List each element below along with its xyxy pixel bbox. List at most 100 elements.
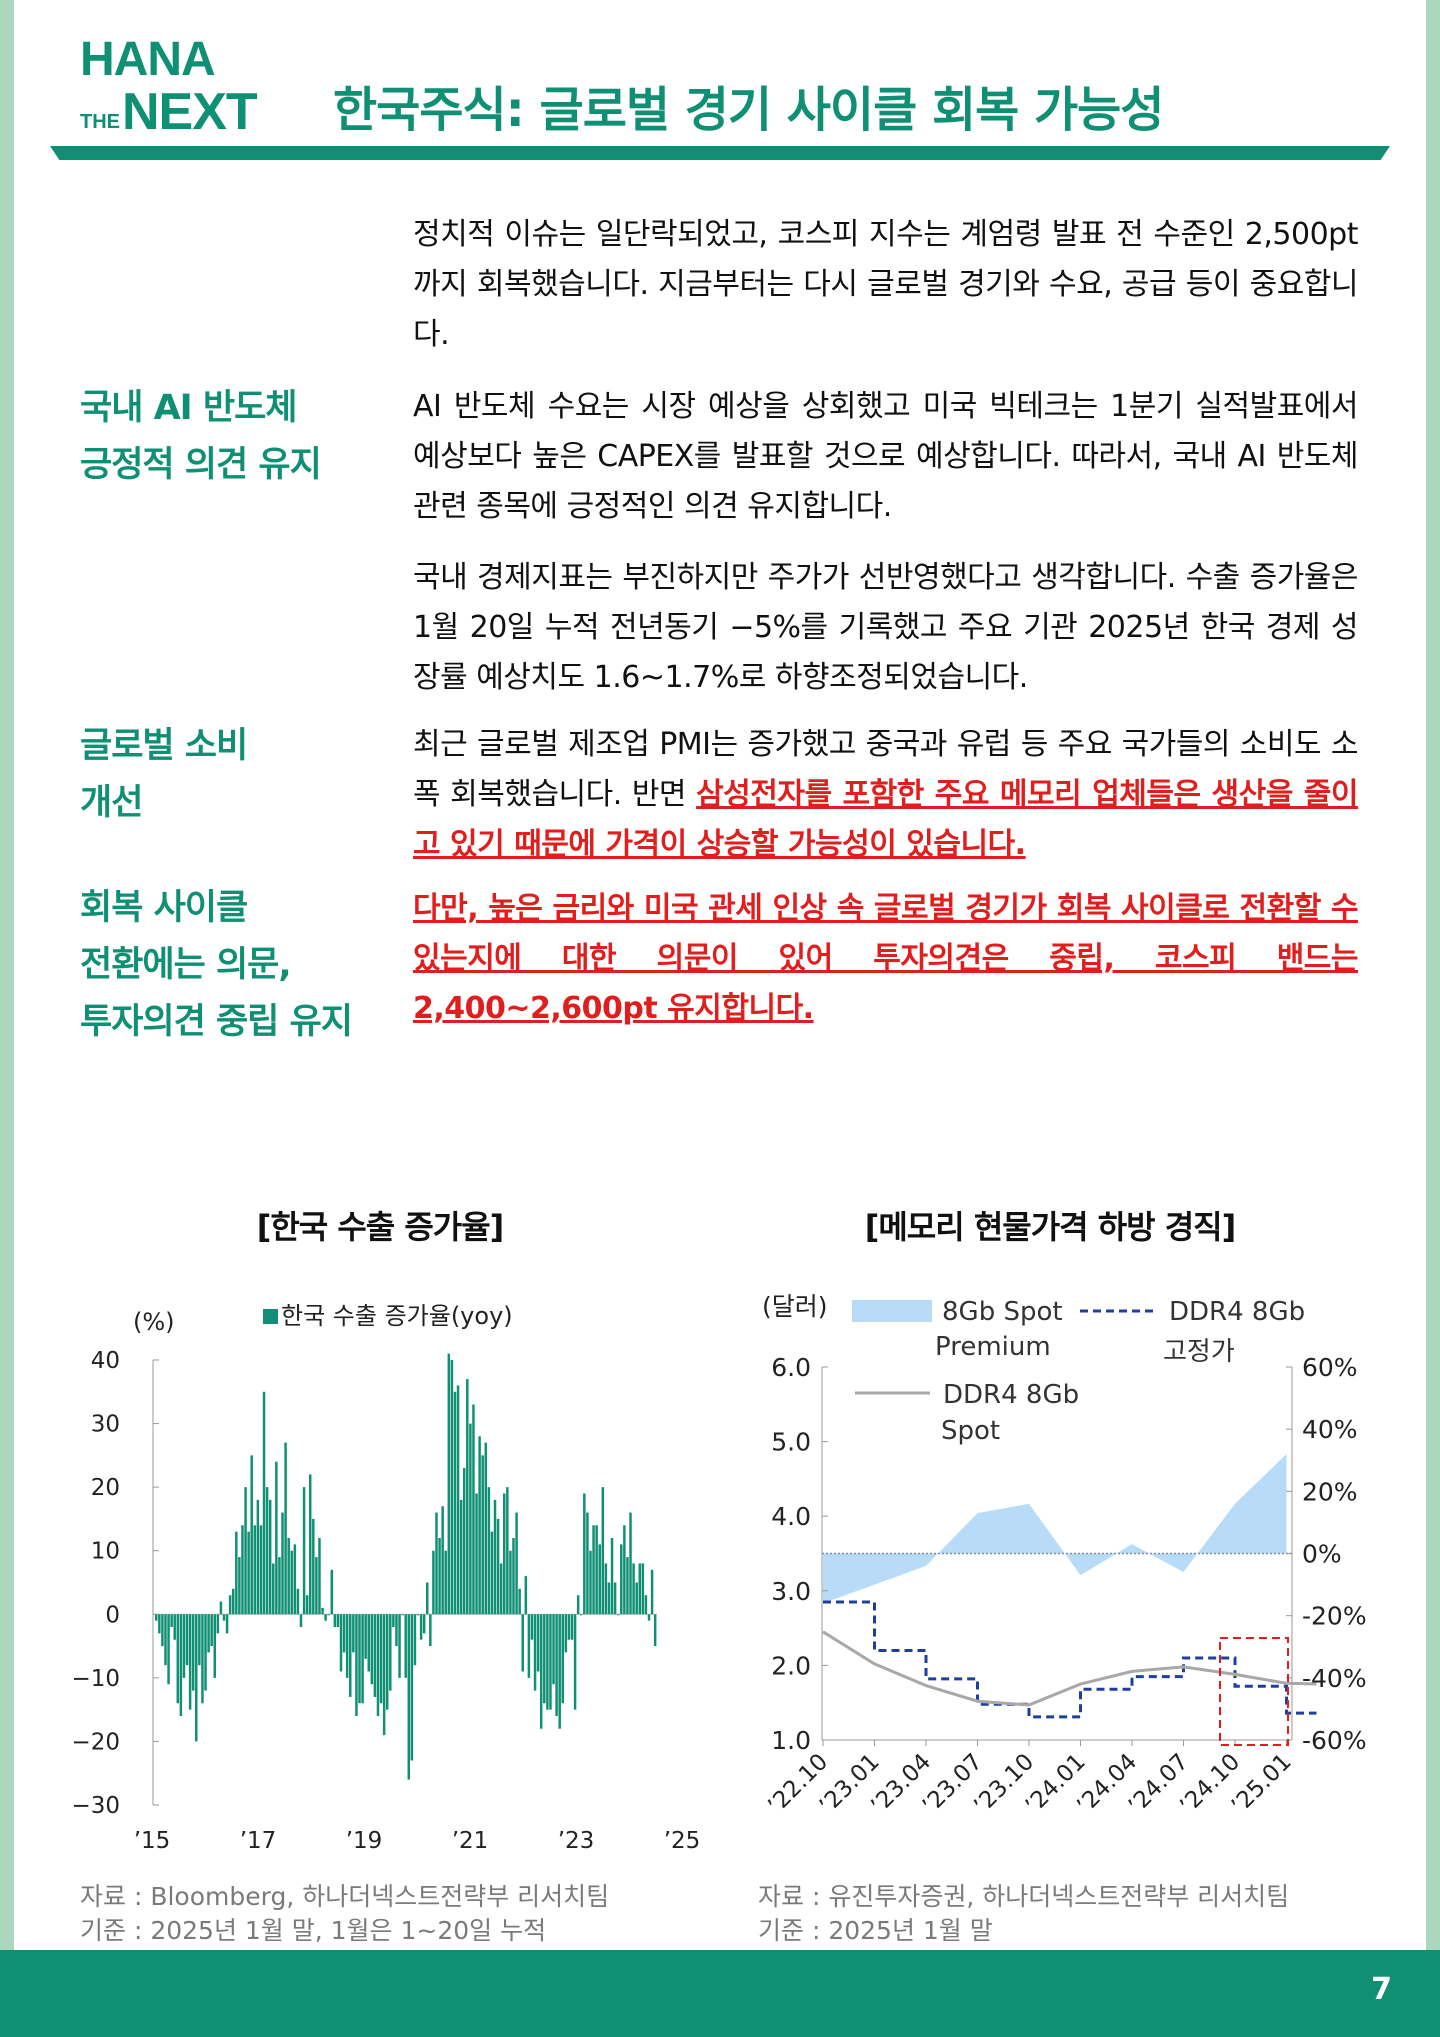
export-growth-bar (601, 1487, 605, 1615)
right-y2tick-label: -40% (1302, 1664, 1367, 1693)
export-growth-bar (370, 1614, 374, 1685)
export-growth-bar (641, 1563, 645, 1615)
export-growth-bar (210, 1614, 213, 1647)
export-growth-bar (216, 1614, 220, 1634)
export-growth-bar (222, 1614, 226, 1621)
export-growth-bar (253, 1525, 257, 1615)
export-growth-bar (228, 1595, 232, 1615)
left-xtick-label: ’19 (346, 1828, 383, 1854)
export-growth-bar (586, 1512, 589, 1615)
footer-bar: 7 (0, 1950, 1440, 2037)
right-legend-premium-swatch (852, 1300, 932, 1322)
export-growth-bar (518, 1588, 521, 1615)
export-growth-bar (509, 1550, 512, 1615)
export-growth-bar (561, 1614, 565, 1704)
export-growth-bar (419, 1614, 423, 1640)
export-growth-bar (570, 1614, 574, 1640)
export-growth-bar (198, 1614, 201, 1666)
export-growth-bar (613, 1582, 617, 1615)
export-growth-bar (247, 1531, 250, 1615)
right-ytick-label: 1.0 (771, 1726, 811, 1755)
export-growth-bar (635, 1582, 638, 1615)
left-ytick-label: −10 (71, 1666, 120, 1692)
export-growth-bar (290, 1550, 293, 1615)
export-growth-bar (185, 1614, 189, 1666)
left-ytick-label: 30 (91, 1412, 120, 1438)
left-source-line: 자료 : Bloomberg, 하나더넥스트전략부 리서치팀 (80, 1882, 610, 1911)
highlight-kospi-band: 다만, 높은 금리와 미국 관세 인상 속 글로벌 경기가 회복 사이클로 전환… (413, 891, 1359, 1026)
export-growth-bar (626, 1557, 629, 1615)
export-growth-bar (539, 1614, 543, 1729)
export-growth-bar (321, 1607, 324, 1615)
right-legend-premium: 8Gb Spot (942, 1297, 1063, 1327)
export-growth-bar (530, 1614, 534, 1640)
export-growth-bar (478, 1436, 481, 1615)
export-growth-bar (493, 1499, 497, 1615)
export-growth-bar (567, 1614, 571, 1640)
export-growth-bar (333, 1614, 337, 1627)
export-growth-bar (472, 1404, 475, 1615)
export-growth-bar (629, 1512, 632, 1615)
export-growth-bar (632, 1563, 635, 1615)
right-legend-premium-2: Premium (935, 1332, 1051, 1362)
right-y2tick-label: -60% (1302, 1726, 1367, 1755)
export-growth-bar (438, 1538, 441, 1615)
export-growth-bar (299, 1614, 303, 1627)
export-growth-bar (238, 1557, 241, 1615)
export-growth-bar (469, 1423, 472, 1615)
export-growth-bar (653, 1614, 657, 1647)
export-growth-bar (432, 1550, 435, 1615)
export-growth-bar (607, 1582, 611, 1615)
logo-the: THE (80, 111, 120, 133)
export-growth-bar (389, 1614, 392, 1691)
export-growth-bar (552, 1614, 555, 1685)
export-growth-bar (364, 1614, 367, 1659)
export-growth-bar (327, 1614, 330, 1616)
memory-price-chart: (달러) 8Gb Spot Premium DDR4 8Gb 고정가 DDR4 … (762, 1292, 1367, 1819)
export-growth-bar (533, 1614, 537, 1691)
export-growth-bar (376, 1614, 380, 1716)
right-chart-title: [메모리 현물가격 하방 경직] (864, 1208, 1237, 1246)
export-growth-bar (308, 1474, 312, 1615)
paragraph-global-consumption-text: 최근 글로벌 제조업 PMI는 증가했고 중국과 유럽 등 주요 국가들의 소비… (413, 727, 1359, 812)
export-growth-bar (305, 1595, 309, 1615)
export-growth-bar (358, 1614, 361, 1704)
export-growth-bar (324, 1614, 327, 1621)
left-ytick-label: 10 (91, 1539, 120, 1565)
export-growth-bar (536, 1614, 540, 1672)
paragraph-ai-semiconductor: AI 반도체 수요는 시장 예상을 상회했고 미국 빅테크는 1분기 실적발표에… (413, 389, 1359, 524)
export-growth-bar (302, 1487, 306, 1615)
export-growth-bar (462, 1468, 466, 1615)
export-growth-bar (182, 1614, 186, 1678)
label-recovery-cycle: 회복 사이클 전환에는 의문, 투자의견 중립 유지 (80, 888, 353, 1042)
export-growth-bar (164, 1614, 167, 1666)
hana-the-next-logo: HANA THE NEXT (80, 36, 258, 139)
export-growth-bar (225, 1614, 229, 1634)
export-growth-bar (385, 1614, 389, 1710)
export-growth-bar (487, 1487, 491, 1615)
export-growth-bar (318, 1538, 321, 1615)
export-growth-bar (410, 1614, 414, 1761)
left-chart-title: [한국 수출 증가율] (256, 1208, 505, 1246)
export-growth-bar (576, 1595, 580, 1615)
left-chart-source: 자료 : Bloomberg, 하나더넥스트전략부 리서치팀 기준 : 2025… (80, 1880, 609, 1948)
export-growth-bar (573, 1614, 577, 1710)
export-growth-bar (604, 1563, 608, 1615)
export-growth-bar (281, 1512, 284, 1615)
export-growth-bar (422, 1614, 426, 1634)
export-growth-bar (373, 1614, 377, 1697)
export-growth-bar (638, 1563, 642, 1615)
left-legend-swatch (263, 1309, 278, 1324)
export-growth-bar (435, 1512, 438, 1615)
right-y2tick-label: -20% (1302, 1602, 1367, 1631)
label-global-consumption: 글로벌 소비 개선 (80, 726, 248, 823)
export-growth-bar (167, 1614, 170, 1685)
export-growth-bar (339, 1614, 343, 1672)
export-growth-bar (589, 1550, 592, 1615)
left-xtick-label: ’25 (664, 1828, 701, 1854)
export-growth-bar (398, 1614, 401, 1678)
export-growth-bar (623, 1525, 626, 1615)
export-growth-bar (250, 1455, 253, 1615)
export-growth-bar (459, 1499, 463, 1615)
export-growth-bar (315, 1557, 318, 1615)
